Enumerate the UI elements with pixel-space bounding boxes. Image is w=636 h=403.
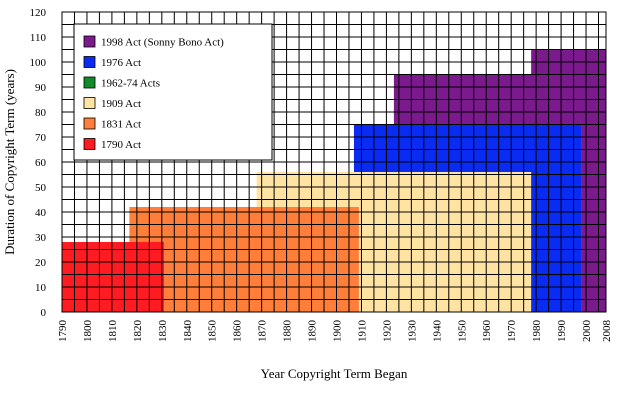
x-axis-label: Year Copyright Term Began: [261, 366, 408, 381]
x-tick-label: 1860: [232, 320, 244, 343]
legend-swatch-1790-act: [83, 138, 96, 150]
plot-border: [61, 11, 607, 313]
y-tick-label: 30: [35, 232, 47, 244]
x-tick-label: 2008: [601, 320, 613, 343]
area-1976-act: [353, 99, 582, 312]
x-tick-label: 1880: [282, 320, 294, 343]
legend-swatch-1998-act-sonny-bono-act: [83, 35, 96, 48]
y-tick-label: 70: [35, 132, 47, 144]
x-tick-label: 1840: [182, 320, 194, 343]
y-tick-label: 10: [35, 282, 47, 294]
x-tick-label: 1830: [157, 320, 169, 343]
legend-label-1909-act: 1909 Act: [101, 98, 141, 110]
y-tick-label: 60: [35, 157, 47, 169]
y-tick-label: 20: [35, 257, 47, 269]
area-1998-act-sonny-bono-act: [393, 49, 606, 312]
x-tick-label: 2000: [581, 320, 593, 343]
area-1790-act: [62, 242, 165, 312]
x-tick-label: 1930: [406, 320, 418, 343]
legend-label-1962-74-acts: 1962-74 Acts: [101, 78, 160, 90]
legend-label-1790-act: 1790 Act: [101, 139, 141, 151]
legend-swatch-1962-74-acts: [83, 76, 96, 89]
y-tick-label: 50: [35, 182, 47, 194]
legend-swatch-1831-act: [83, 117, 96, 130]
legend-label-1998-act-sonny-bono-act: 1998 Act (Sonny Bono Act): [101, 37, 224, 49]
y-tick-label: 40: [35, 207, 47, 219]
x-tick-label: 1900: [331, 320, 343, 343]
x-tick-label: 1980: [531, 320, 543, 343]
x-tick-label: 1870: [257, 320, 269, 343]
y-tick-label: 110: [30, 32, 47, 44]
y-tick-label: 80: [35, 107, 47, 119]
y-tick-labels: 0 10 20 30 40 50 60 70 80 90 100 110 120: [30, 7, 47, 319]
x-tick-label: 1990: [556, 320, 568, 343]
x-tick-label: 1850: [207, 320, 219, 343]
legend-swatch-1909-act: [83, 97, 96, 109]
x-tick-label: 1950: [456, 320, 468, 343]
y-axis-label: Duration of Copyright Term (years): [2, 69, 17, 255]
legend-label-1976-act: 1976 Act: [101, 57, 141, 69]
legend-label-1831-act: 1831 Act: [101, 119, 141, 131]
legend: 1998 Act (Sonny Bono Act) 1976 Act 1962-74…: [73, 23, 273, 161]
x-tick-label: 1800: [82, 320, 94, 343]
y-tick-label: 90: [35, 82, 47, 94]
legend-swatch-1976-act: [83, 56, 96, 68]
legend-box: [73, 23, 273, 161]
x-tick-label: 1820: [132, 320, 144, 343]
y-tick-label: 100: [30, 57, 47, 69]
x-tick-label: 1960: [481, 320, 493, 343]
y-tick-label: 0: [41, 307, 47, 319]
x-tick-label: 1910: [356, 320, 368, 343]
y-tick-label: 120: [30, 7, 47, 19]
x-tick-label: 1920: [381, 320, 393, 343]
x-tick-labels: 1790 1800 1810 1820 1830 1840 1850 1860 1870 1880…: [57, 320, 613, 343]
x-tick-label: 1810: [107, 320, 119, 343]
x-tick-label: 1890: [307, 320, 319, 343]
x-tick-label: 1970: [506, 320, 518, 343]
area-1909-act: [256, 172, 532, 312]
x-tick-label: 1790: [57, 320, 69, 343]
x-tick-label: 1940: [431, 320, 443, 343]
